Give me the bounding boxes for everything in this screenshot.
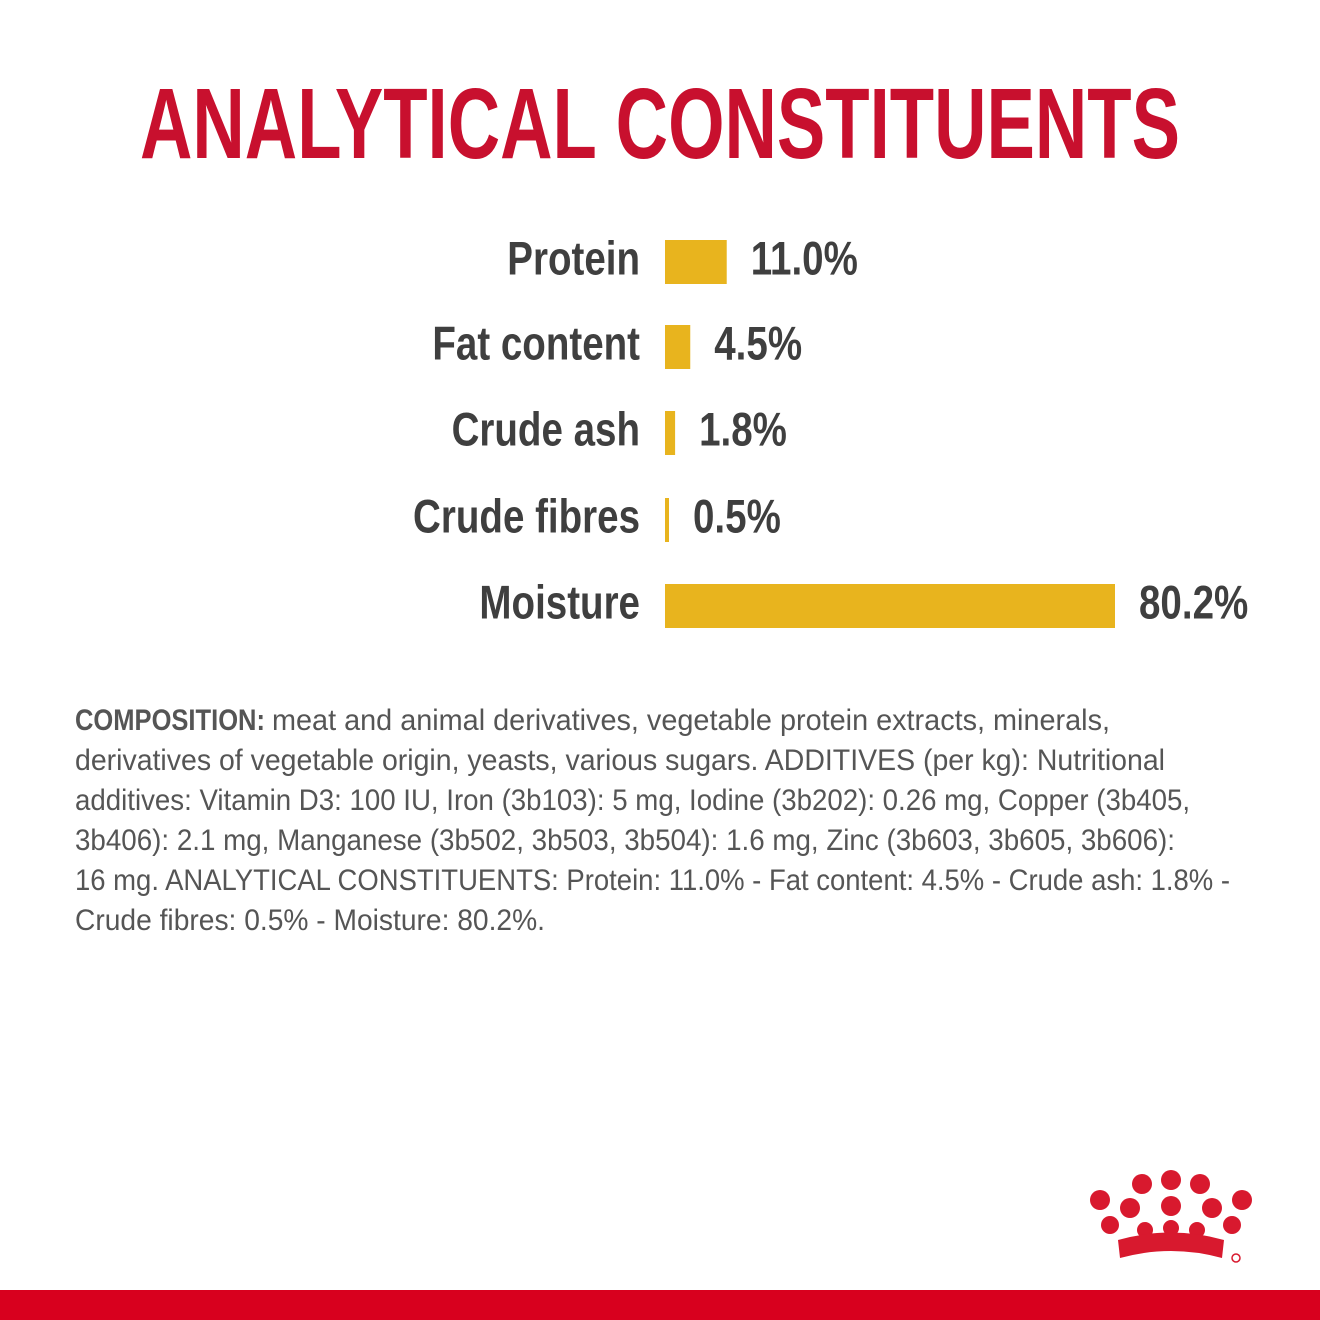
- value-label: 80.2%: [1139, 577, 1248, 629]
- value-label-group: 0.5%: [693, 491, 781, 543]
- category-label-group: Crude fibres: [413, 491, 640, 543]
- value-label-group: 4.5%: [714, 318, 802, 370]
- bar: [665, 411, 676, 455]
- value-label: 1.8%: [699, 404, 787, 456]
- value-label: 4.5%: [714, 318, 802, 370]
- category-label: Protein: [507, 233, 640, 285]
- value-label: 11.0%: [751, 233, 858, 285]
- category-label: Crude fibres: [413, 491, 640, 543]
- bar: [665, 584, 1115, 628]
- footer-band: [0, 1290, 1320, 1320]
- composition-line: 16 mg. ANALYTICAL CONSTITUENTS: Protein:…: [75, 864, 1230, 897]
- value-label-group: 11.0%: [751, 233, 858, 285]
- category-label-group: Protein: [507, 233, 640, 285]
- bar: [665, 240, 727, 284]
- composition-line: meat and animal derivatives, vegetable p…: [272, 704, 1110, 737]
- composition-line: 3b406): 2.1 mg, Manganese (3b502, 3b503,…: [75, 824, 1175, 857]
- composition-label: COMPOSITION:: [75, 704, 265, 737]
- logo: [1090, 1170, 1252, 1263]
- bar: [665, 325, 691, 369]
- category-label-group: Crude ash: [452, 404, 640, 456]
- category-label-group: Moisture: [479, 577, 640, 629]
- composition-line: Crude fibres: 0.5% - Moisture: 80.2%.: [75, 904, 545, 937]
- value-label-group: 80.2%: [1139, 577, 1248, 629]
- bar: [665, 498, 669, 542]
- category-label: Crude ash: [452, 404, 640, 456]
- value-label: 0.5%: [693, 491, 781, 543]
- composition-line: derivatives of vegetable origin, yeasts,…: [75, 744, 1165, 777]
- composition-line: additives: Vitamin D3: 100 IU, Iron (3b1…: [75, 784, 1190, 817]
- composition: COMPOSITION: meat and animal derivatives,…: [75, 704, 1230, 937]
- value-label-group: 1.8%: [699, 404, 787, 456]
- category-label: Moisture: [479, 577, 640, 629]
- chart-title: ANALYTICAL CONSTITUENTS: [140, 68, 1180, 180]
- category-label-group: Fat content: [432, 318, 640, 370]
- category-label: Fat content: [432, 318, 640, 370]
